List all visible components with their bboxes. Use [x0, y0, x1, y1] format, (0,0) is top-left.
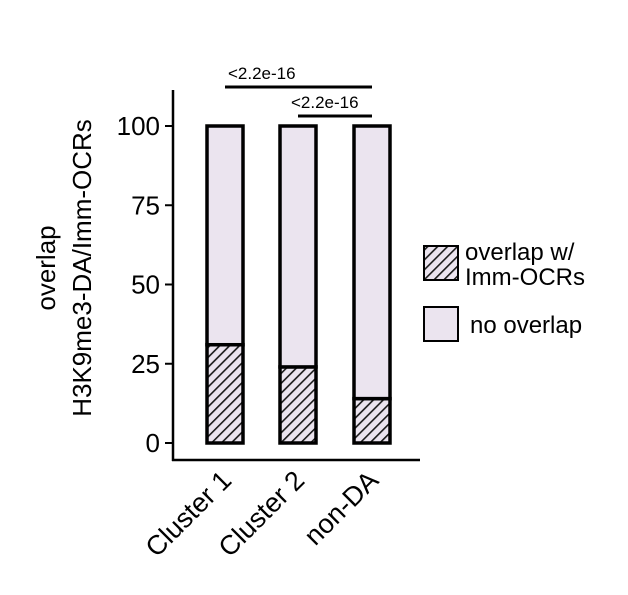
legend-swatch-no-overlap — [423, 306, 459, 342]
axes — [171, 90, 420, 462]
bar-overlap-3 — [352, 396, 392, 445]
y-tick-label: 75 — [131, 190, 160, 220]
y-tick-label: 50 — [131, 270, 160, 300]
legend: overlap w/Imm-OCRs no overlap — [423, 239, 585, 342]
legend-label-no-overlap: no overlap — [470, 312, 582, 339]
bar-overlap-2 — [278, 365, 318, 445]
y-tick-label: 0 — [146, 428, 160, 458]
y-axis-title-line-2: H3K9me3-DA/Imm-OCRs — [67, 119, 97, 417]
legend-swatch-overlap — [423, 245, 459, 281]
legend-label-overlap-line-1: overlap w/ — [465, 239, 575, 266]
legend-label-overlap-line-2: Imm-OCRs — [465, 264, 585, 291]
bar-no-overlap-1 — [205, 124, 245, 347]
p-value-label: <2.2e-16 — [291, 93, 359, 112]
bar-no-overlap-3 — [352, 124, 392, 401]
y-axis-ticks: 0 25 50 75 100 — [117, 111, 173, 458]
p-value-label: <2.2e-16 — [228, 64, 296, 83]
bar-no-overlap-2 — [278, 124, 318, 369]
bar-overlap-1 — [205, 342, 245, 445]
significance-annotations: <2.2e-16 <2.2e-16 — [225, 64, 372, 118]
y-tick-label: 25 — [131, 349, 160, 379]
bars — [205, 124, 392, 445]
y-axis-title: overlap H3K9me3-DA/Imm-OCRs — [31, 119, 97, 417]
y-tick-label: 100 — [117, 111, 160, 141]
y-axis-title-line-1: overlap — [31, 225, 61, 310]
x-tick-label: non-DA — [298, 465, 384, 551]
